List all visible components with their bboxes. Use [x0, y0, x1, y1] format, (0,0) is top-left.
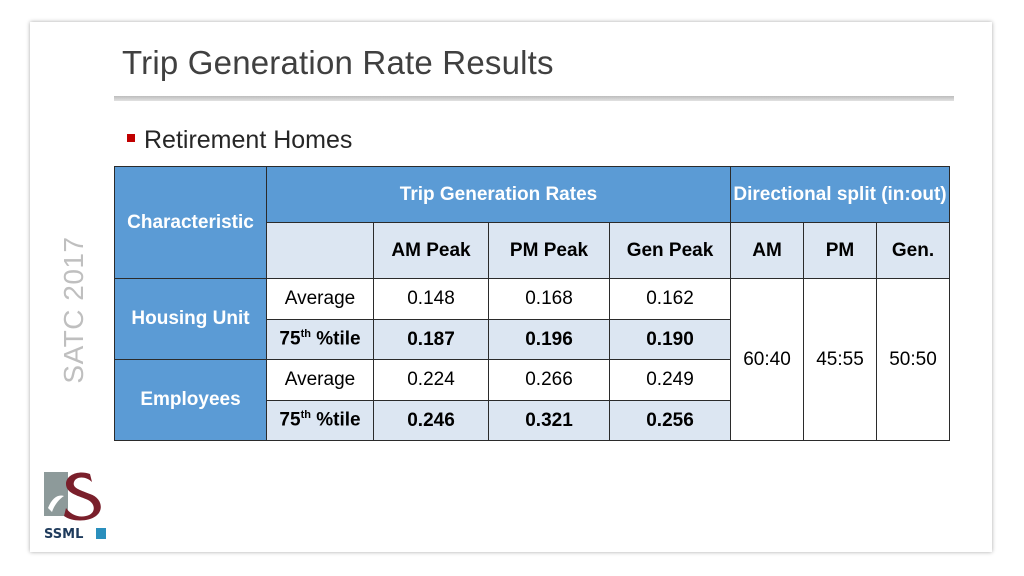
split-pm-value: 45:55 — [803, 278, 877, 441]
stat-label-base: 75 — [279, 409, 301, 431]
header-split-am: AM — [730, 222, 804, 279]
bullet-label: Retirement Homes — [144, 126, 353, 154]
slide-title: Trip Generation Rate Results — [122, 44, 554, 81]
header-gen-peak: Gen Peak — [609, 222, 731, 279]
stat-label-base: 75 — [279, 328, 301, 350]
table-cell: 0.256 — [609, 400, 731, 441]
title-divider — [114, 96, 954, 101]
header-directional-split: Directional split (in:out) — [730, 166, 950, 223]
logo-text: SSML — [44, 527, 83, 542]
row-characteristic-employees: Employees — [114, 359, 267, 441]
trip-rate-table: Characteristic Trip Generation Rates Dir… — [114, 166, 950, 441]
split-gen-value: 50:50 — [876, 278, 950, 441]
table-cell: 0.224 — [373, 359, 489, 401]
stat-label: Average — [266, 278, 374, 320]
table-cell: 0.168 — [488, 278, 610, 320]
stat-label: 75th %tile — [266, 319, 374, 360]
split-am-value: 60:40 — [730, 278, 804, 441]
bullet-item: Retirement Homes — [127, 126, 352, 155]
square-bullet-icon — [127, 133, 135, 142]
table-cell: 0.148 — [373, 278, 489, 320]
table-cell: 0.162 — [609, 278, 731, 320]
row-characteristic-housing-unit: Housing Unit — [114, 278, 267, 360]
table-cell: 0.190 — [609, 319, 731, 360]
stat-label-sup: th — [300, 409, 311, 422]
table-cell: 0.187 — [373, 319, 489, 360]
header-characteristic: Characteristic — [114, 166, 267, 279]
header-split-gen: Gen. — [876, 222, 950, 279]
header-split-pm: PM — [803, 222, 877, 279]
header-pm-peak: PM Peak — [488, 222, 610, 279]
table-cell: 0.249 — [609, 359, 731, 401]
header-trip-generation-rates: Trip Generation Rates — [266, 166, 731, 223]
stat-label: Average — [266, 359, 374, 401]
table-cell: 0.196 — [488, 319, 610, 360]
stat-label-rest: %tile — [310, 328, 361, 350]
ssml-logo-icon: SSML — [44, 472, 106, 542]
table-cell: 0.266 — [488, 359, 610, 401]
table-cell: 0.321 — [488, 400, 610, 441]
side-watermark: SATC 2017 — [58, 236, 89, 384]
stat-label-rest: %tile — [310, 409, 361, 431]
table-cell: 0.246 — [373, 400, 489, 441]
header-am-peak: AM Peak — [373, 222, 489, 279]
header-blank — [266, 222, 374, 279]
slide: Trip Generation Rate Results Retirement … — [30, 22, 992, 552]
stat-label-sup: th — [300, 328, 311, 341]
stat-label: 75th %tile — [266, 400, 374, 441]
